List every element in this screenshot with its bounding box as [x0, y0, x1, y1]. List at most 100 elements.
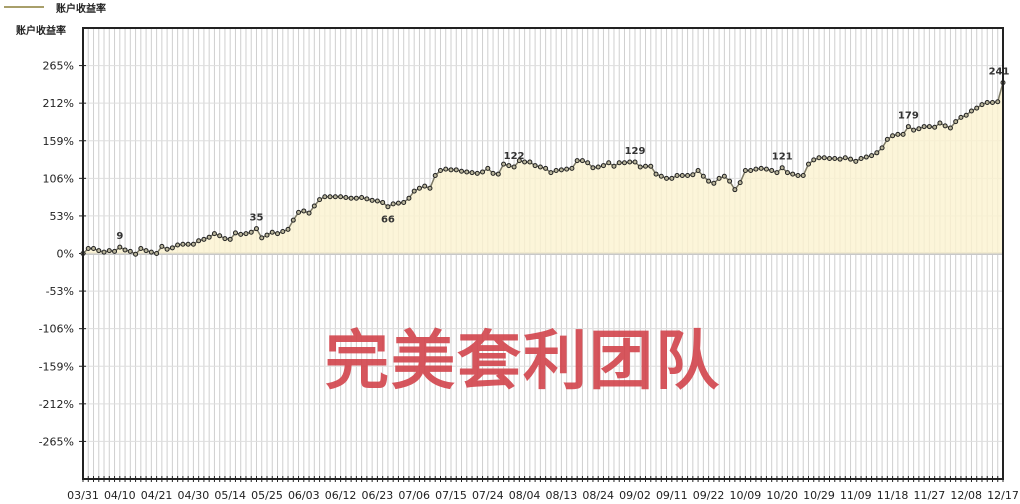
- data-label: 179: [898, 111, 919, 122]
- data-point: [190, 241, 196, 247]
- data-point: [353, 195, 359, 201]
- data-point: [643, 163, 649, 169]
- data-point: [800, 172, 806, 178]
- data-point: [516, 158, 522, 164]
- legend: 账户收益率: [4, 0, 106, 15]
- y-tick-label: -106%: [39, 323, 74, 336]
- data-point: [211, 231, 217, 237]
- data-point: [921, 124, 927, 130]
- data-point: [884, 136, 890, 142]
- data-point: [338, 194, 344, 200]
- data-point: [926, 124, 932, 130]
- data-point: [416, 185, 422, 191]
- data-point: [432, 172, 438, 178]
- x-tick-label: 09/11: [656, 489, 688, 502]
- data-point: [627, 159, 633, 165]
- data-point: [695, 168, 701, 174]
- x-tick-label: 07/06: [398, 489, 430, 502]
- x-tick-label: 10/20: [766, 489, 798, 502]
- data-point: [811, 157, 817, 163]
- data-point: [758, 165, 764, 171]
- data-point: [732, 187, 738, 193]
- data-point: [148, 249, 154, 255]
- data-point: [595, 164, 601, 170]
- data-point: [947, 125, 953, 131]
- data-point: [579, 158, 585, 164]
- data-point: [569, 165, 575, 171]
- data-point: [275, 231, 281, 237]
- data-point: [480, 169, 486, 175]
- data-point: [159, 243, 165, 249]
- data-point: [217, 233, 223, 239]
- data-point: [853, 158, 859, 164]
- data-point: [984, 99, 990, 105]
- x-tick-label: 11/27: [914, 489, 946, 502]
- data-point: [832, 155, 838, 161]
- x-tick-label: 12/08: [950, 489, 982, 502]
- data-point: [963, 112, 969, 118]
- data-point: [795, 172, 801, 178]
- data-point: [222, 236, 228, 242]
- data-point: [422, 183, 428, 189]
- data-point: [727, 178, 733, 184]
- data-point: [411, 188, 417, 194]
- data-point: [637, 164, 643, 170]
- data-point: [459, 168, 465, 174]
- data-point: [127, 248, 133, 254]
- data-point: [485, 165, 491, 171]
- x-tick-label: 10/29: [803, 489, 835, 502]
- data-point: [553, 168, 559, 174]
- data-point: [911, 127, 917, 133]
- data-label: 121: [772, 152, 793, 163]
- x-tick-label: 09/02: [619, 489, 651, 502]
- data-point: [359, 194, 365, 200]
- data-point: [711, 180, 717, 186]
- data-point: [664, 175, 670, 181]
- x-tick-label: 07/24: [472, 489, 504, 502]
- y-axis-title: 账户收益率: [16, 26, 66, 37]
- data-point: [154, 251, 160, 256]
- data-point: [658, 173, 664, 179]
- y-tick-label: 106%: [43, 172, 74, 185]
- data-point: [821, 155, 827, 161]
- x-tick-label: 06/23: [362, 489, 394, 502]
- data-point: [96, 248, 102, 254]
- y-tick-label: -53%: [46, 285, 74, 298]
- x-tick-label: 07/15: [435, 489, 467, 502]
- data-point: [890, 133, 896, 139]
- data-point: [937, 120, 943, 126]
- data-point: [932, 124, 938, 130]
- x-tick-label: 04/30: [178, 489, 210, 502]
- data-point: [143, 248, 149, 254]
- x-tick-label: 08/24: [582, 489, 614, 502]
- data-point: [322, 194, 328, 200]
- data-point: [842, 155, 848, 161]
- data-point: [385, 204, 391, 210]
- data-point: [285, 226, 291, 232]
- data-point: [737, 180, 743, 186]
- data-point: [395, 200, 401, 206]
- data-point: [558, 167, 564, 173]
- data-point: [474, 170, 480, 176]
- data-point: [858, 155, 864, 161]
- x-tick-label: 05/14: [214, 489, 246, 502]
- data-label: 122: [504, 151, 525, 162]
- data-point: [564, 166, 570, 172]
- data-point: [180, 241, 186, 247]
- data-point: [91, 246, 97, 252]
- x-tick-label: 04/21: [141, 489, 173, 502]
- data-point: [390, 201, 396, 207]
- data-point: [763, 166, 769, 172]
- data-point: [790, 171, 796, 177]
- data-point: [122, 247, 128, 253]
- x-tick-label: 04/10: [104, 489, 136, 502]
- y-tick-label: -212%: [39, 398, 74, 411]
- data-point: [380, 199, 386, 205]
- y-tick-label: 212%: [43, 97, 74, 110]
- x-tick-label: 11/09: [840, 489, 872, 502]
- data-point: [968, 108, 974, 114]
- x-tick-label: 11/18: [877, 489, 909, 502]
- x-tick-label: 09/22: [693, 489, 725, 502]
- data-point: [606, 160, 612, 166]
- data-label: 129: [625, 146, 646, 157]
